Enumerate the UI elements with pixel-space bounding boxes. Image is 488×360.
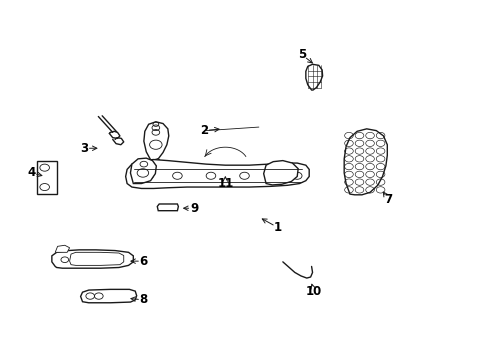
Polygon shape bbox=[344, 129, 386, 195]
Text: 11: 11 bbox=[217, 177, 233, 190]
Text: 6: 6 bbox=[140, 255, 148, 267]
Polygon shape bbox=[151, 159, 162, 166]
Text: 5: 5 bbox=[297, 48, 305, 61]
Polygon shape bbox=[55, 245, 69, 252]
Polygon shape bbox=[52, 250, 133, 268]
Polygon shape bbox=[125, 159, 308, 189]
Text: 4: 4 bbox=[27, 166, 35, 179]
Text: 3: 3 bbox=[80, 142, 88, 155]
Polygon shape bbox=[38, 161, 57, 194]
Text: 8: 8 bbox=[140, 293, 148, 306]
Text: 1: 1 bbox=[273, 221, 282, 234]
Text: 10: 10 bbox=[305, 285, 322, 298]
Polygon shape bbox=[157, 204, 178, 211]
Text: 2: 2 bbox=[199, 124, 207, 137]
Polygon shape bbox=[130, 158, 156, 184]
Polygon shape bbox=[263, 161, 298, 185]
Text: 7: 7 bbox=[384, 193, 391, 206]
Text: 9: 9 bbox=[190, 202, 198, 215]
Polygon shape bbox=[305, 64, 322, 90]
Polygon shape bbox=[143, 122, 168, 161]
Polygon shape bbox=[81, 289, 137, 303]
